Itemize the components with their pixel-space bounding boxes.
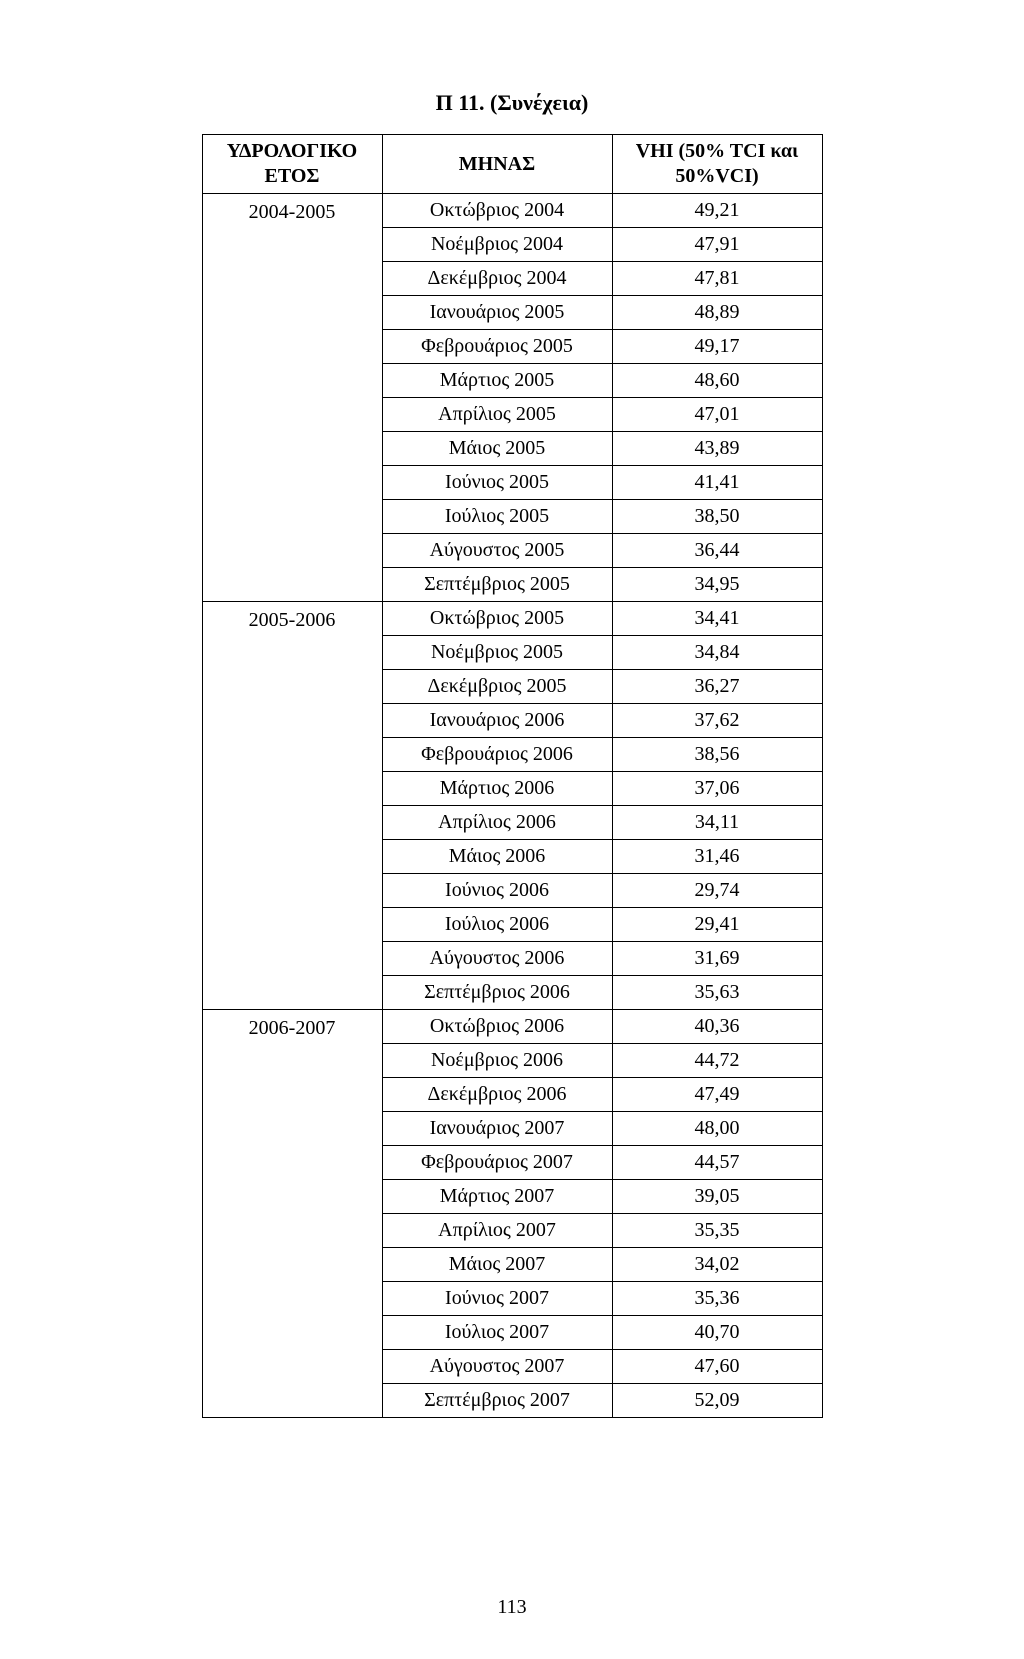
page: Π 11. (Συνέχεια) ΥΔΡΟΛΟΓΙΚΟ ΕΤΟΣ ΜΗΝΑΣ V…	[0, 0, 1024, 1659]
value-cell: 41,41	[612, 466, 822, 500]
value-cell: 40,36	[612, 1010, 822, 1044]
value-cell: 29,74	[612, 874, 822, 908]
table-row: 2005-2006Οκτώβριος 200534,41	[202, 602, 822, 636]
table-title: Π 11. (Συνέχεια)	[170, 90, 854, 116]
month-cell: Αύγουστος 2006	[382, 942, 612, 976]
month-cell: Μάιος 2005	[382, 432, 612, 466]
month-cell: Αύγουστος 2007	[382, 1350, 612, 1384]
month-cell: Απρίλιος 2006	[382, 806, 612, 840]
month-cell: Ιούνιος 2007	[382, 1282, 612, 1316]
value-cell: 34,84	[612, 636, 822, 670]
year-cell: 2004-2005	[202, 194, 382, 602]
month-cell: Φεβρουάριος 2007	[382, 1146, 612, 1180]
month-cell: Ιανουάριος 2005	[382, 296, 612, 330]
month-cell: Ιούλιος 2006	[382, 908, 612, 942]
month-cell: Σεπτέμβριος 2006	[382, 976, 612, 1010]
value-cell: 47,01	[612, 398, 822, 432]
value-cell: 31,46	[612, 840, 822, 874]
value-cell: 36,44	[612, 534, 822, 568]
value-cell: 35,63	[612, 976, 822, 1010]
value-cell: 34,41	[612, 602, 822, 636]
month-cell: Οκτώβριος 2004	[382, 194, 612, 228]
value-cell: 49,17	[612, 330, 822, 364]
month-cell: Μάρτιος 2005	[382, 364, 612, 398]
value-cell: 47,60	[612, 1350, 822, 1384]
year-cell: 2006-2007	[202, 1010, 382, 1418]
table-header-row: ΥΔΡΟΛΟΓΙΚΟ ΕΤΟΣ ΜΗΝΑΣ VHI (50% TCI και 5…	[202, 135, 822, 194]
month-cell: Δεκέμβριος 2004	[382, 262, 612, 296]
col-header-year: ΥΔΡΟΛΟΓΙΚΟ ΕΤΟΣ	[202, 135, 382, 194]
table-body: 2004-2005Οκτώβριος 200449,21Νοέμβριος 20…	[202, 194, 822, 1418]
value-cell: 44,72	[612, 1044, 822, 1078]
value-cell: 35,36	[612, 1282, 822, 1316]
month-cell: Σεπτέμβριος 2005	[382, 568, 612, 602]
month-cell: Μάρτιος 2006	[382, 772, 612, 806]
value-cell: 29,41	[612, 908, 822, 942]
data-table: ΥΔΡΟΛΟΓΙΚΟ ΕΤΟΣ ΜΗΝΑΣ VHI (50% TCI και 5…	[202, 134, 823, 1418]
month-cell: Ιούνιος 2005	[382, 466, 612, 500]
month-cell: Ιανουάριος 2007	[382, 1112, 612, 1146]
month-cell: Μάιος 2007	[382, 1248, 612, 1282]
value-cell: 48,89	[612, 296, 822, 330]
value-cell: 43,89	[612, 432, 822, 466]
value-cell: 34,02	[612, 1248, 822, 1282]
month-cell: Δεκέμβριος 2005	[382, 670, 612, 704]
year-cell: 2005-2006	[202, 602, 382, 1010]
month-cell: Νοέμβριος 2005	[382, 636, 612, 670]
value-cell: 37,62	[612, 704, 822, 738]
month-cell: Αύγουστος 2005	[382, 534, 612, 568]
month-cell: Νοέμβριος 2004	[382, 228, 612, 262]
value-cell: 47,81	[612, 262, 822, 296]
month-cell: Οκτώβριος 2005	[382, 602, 612, 636]
col-header-month: ΜΗΝΑΣ	[382, 135, 612, 194]
month-cell: Ιούλιος 2005	[382, 500, 612, 534]
value-cell: 37,06	[612, 772, 822, 806]
month-cell: Μάιος 2006	[382, 840, 612, 874]
month-cell: Οκτώβριος 2006	[382, 1010, 612, 1044]
month-cell: Ιούλιος 2007	[382, 1316, 612, 1350]
month-cell: Απρίλιος 2005	[382, 398, 612, 432]
value-cell: 34,11	[612, 806, 822, 840]
value-cell: 39,05	[612, 1180, 822, 1214]
month-cell: Σεπτέμβριος 2007	[382, 1384, 612, 1418]
month-cell: Απρίλιος 2007	[382, 1214, 612, 1248]
month-cell: Νοέμβριος 2006	[382, 1044, 612, 1078]
table-row: 2004-2005Οκτώβριος 200449,21	[202, 194, 822, 228]
month-cell: Φεβρουάριος 2006	[382, 738, 612, 772]
table-row: 2006-2007Οκτώβριος 200640,36	[202, 1010, 822, 1044]
value-cell: 31,69	[612, 942, 822, 976]
col-header-value: VHI (50% TCI και 50%VCI)	[612, 135, 822, 194]
value-cell: 34,95	[612, 568, 822, 602]
month-cell: Ιανουάριος 2006	[382, 704, 612, 738]
month-cell: Μάρτιος 2007	[382, 1180, 612, 1214]
month-cell: Φεβρουάριος 2005	[382, 330, 612, 364]
value-cell: 47,91	[612, 228, 822, 262]
value-cell: 35,35	[612, 1214, 822, 1248]
value-cell: 38,50	[612, 500, 822, 534]
value-cell: 47,49	[612, 1078, 822, 1112]
value-cell: 49,21	[612, 194, 822, 228]
value-cell: 52,09	[612, 1384, 822, 1418]
value-cell: 44,57	[612, 1146, 822, 1180]
value-cell: 36,27	[612, 670, 822, 704]
value-cell: 38,56	[612, 738, 822, 772]
month-cell: Ιούνιος 2006	[382, 874, 612, 908]
value-cell: 40,70	[612, 1316, 822, 1350]
month-cell: Δεκέμβριος 2006	[382, 1078, 612, 1112]
value-cell: 48,00	[612, 1112, 822, 1146]
page-number: 113	[0, 1596, 1024, 1619]
value-cell: 48,60	[612, 364, 822, 398]
